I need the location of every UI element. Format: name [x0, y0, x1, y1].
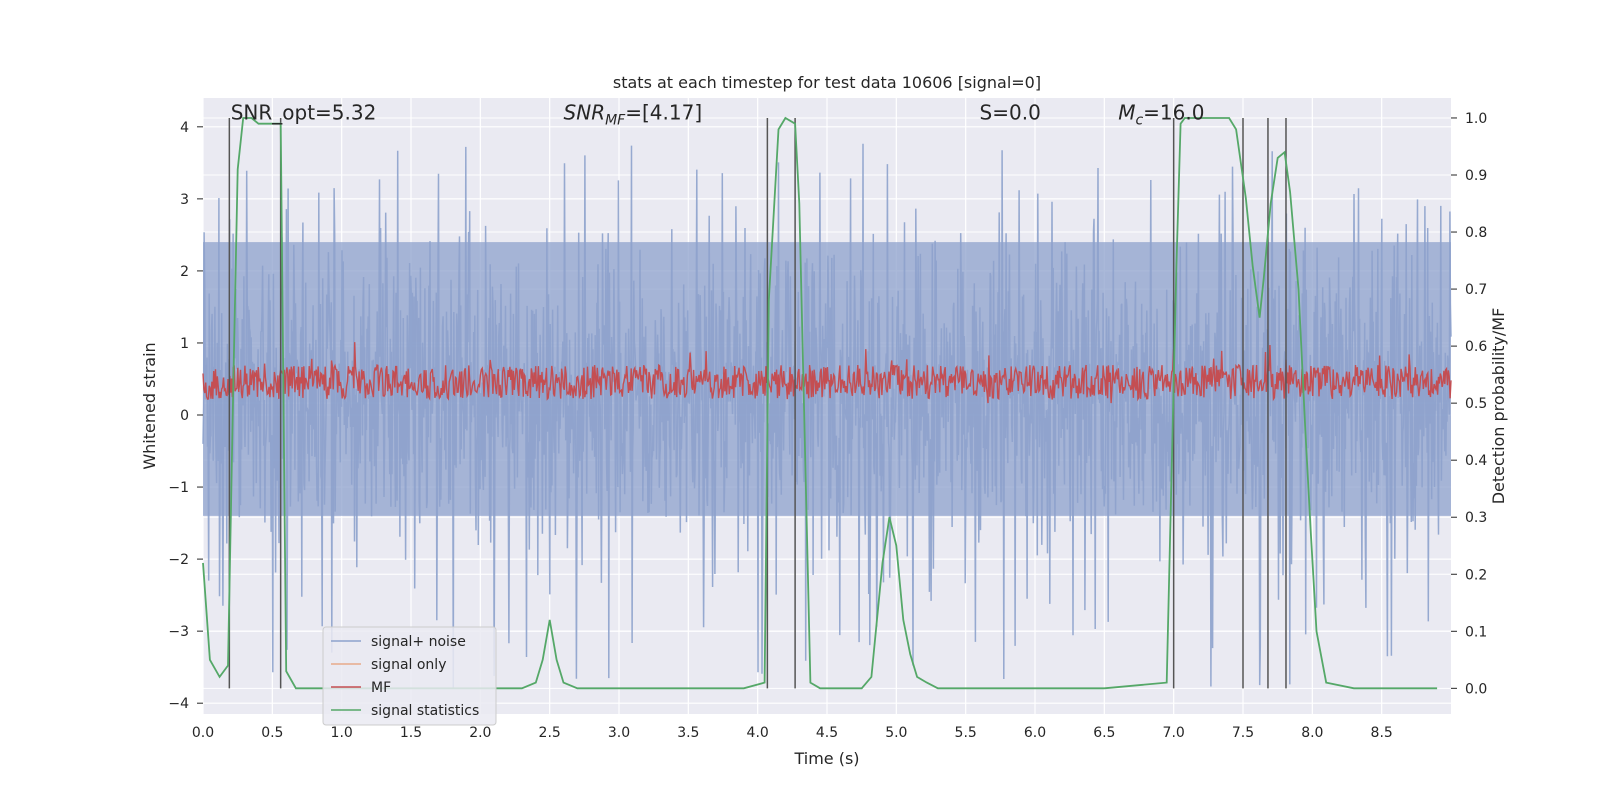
x-tick-label: 7.0: [1163, 725, 1185, 741]
x-tick-label: 2.5: [539, 725, 561, 741]
x-tick-labels: 0.0 0.5 1.0 1.5 2.0 2.5 3.0 3.5 4.0 4.5 5.0 5.5 6.0 6…: [192, 725, 1393, 741]
y-tick-label: 2: [180, 264, 189, 280]
y-tick-label: −3: [168, 624, 189, 640]
x-tick-label: 7.5: [1232, 725, 1254, 741]
x-tick-label: 8.5: [1371, 725, 1393, 741]
y-tick-label: −2: [168, 552, 189, 568]
annotations: SNR_opt=5.32 SNRMF=[4.17] S=0.0 Mc=16.0: [231, 101, 1205, 129]
x-tick-label: 1.0: [331, 725, 353, 741]
y-right-tick-label: 0.3: [1465, 510, 1487, 526]
x-tick-label: 6.0: [1024, 725, 1046, 741]
x-tick-label: 0.0: [192, 725, 214, 741]
legend: signal+ noise signal only MF signal stat…: [322, 626, 497, 726]
x-tick-label: 8.0: [1301, 725, 1323, 741]
x-tick-label: 0.5: [261, 725, 283, 741]
x-tick-label: 2.0: [469, 725, 491, 741]
y-tick-labels: −4 −3 −2 −1 0 1 2 3 4: [168, 120, 203, 712]
signal-statistics-series: [202, 116, 1438, 690]
y-right-tick-label: 0.6: [1465, 339, 1487, 355]
y-right-tick-label: 0.2: [1465, 567, 1487, 583]
x-tick-label: 5.5: [955, 725, 977, 741]
legend-label-signal-noise: signal+ noise: [371, 634, 466, 650]
y-right-tick-label: 1.0: [1465, 111, 1487, 127]
y-tick-label: 4: [180, 120, 189, 136]
y-right-tick-label: 0.9: [1465, 168, 1487, 184]
y-tick-label: 1: [180, 336, 189, 352]
y-axis-label: Whitened strain: [140, 342, 159, 469]
chart-title: stats at each timestep for test data 106…: [613, 73, 1041, 92]
y-right-axis-label: Detection probability/MF: [1489, 308, 1508, 505]
y-tick-label: −1: [168, 480, 189, 496]
legend-label-signal-statistics: signal statistics: [371, 703, 479, 719]
legend-label-mf: MF: [371, 680, 391, 696]
y-tick-label: 0: [180, 408, 189, 424]
annotation-2: S=0.0: [980, 101, 1041, 125]
annotation-1: SNRMF=[4.17]: [564, 101, 703, 129]
annotation-3: Mc=16.0: [1118, 101, 1204, 129]
y-right-tick-label: 0.1: [1465, 624, 1487, 640]
x-axis-label: Time (s): [793, 749, 859, 768]
y-right-tick-labels: 0.0 0.1 0.2 0.3 0.4 0.5 0.6 0.7 0.8 0.9 1.0: [1451, 111, 1487, 697]
x-tick-label: 4.0: [747, 725, 769, 741]
x-tick-label: 6.5: [1093, 725, 1115, 741]
x-tick-label: 5.0: [885, 725, 907, 741]
y-right-tick-label: 0.5: [1465, 396, 1487, 412]
y-right-tick-label: 0.0: [1465, 681, 1487, 697]
y-tick-label: 3: [180, 192, 189, 208]
legend-box: [322, 626, 497, 726]
x-tick-label: 3.0: [608, 725, 630, 741]
x-tick-label: 4.5: [816, 725, 838, 741]
y-tick-label: −4: [168, 696, 189, 712]
legend-label-signal-only: signal only: [371, 657, 446, 673]
x-tick-label: 1.5: [400, 725, 422, 741]
x-tick-label: 3.5: [677, 725, 699, 741]
y-right-tick-label: 0.4: [1465, 453, 1487, 469]
y-right-tick-label: 0.7: [1465, 282, 1487, 298]
signal-statistics-line: [202, 116, 1438, 690]
annotation-0: SNR_opt=5.32: [231, 101, 377, 125]
y-right-tick-label: 0.8: [1465, 225, 1487, 241]
